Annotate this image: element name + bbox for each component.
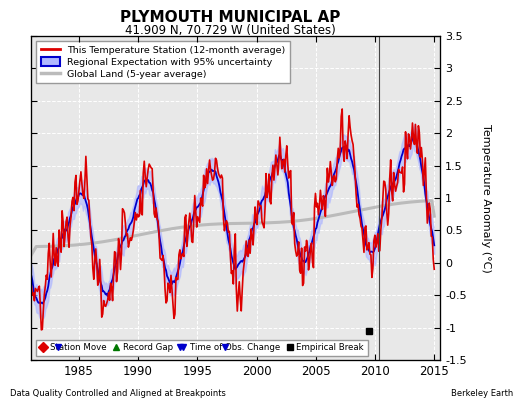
Text: PLYMOUTH MUNICIPAL AP: PLYMOUTH MUNICIPAL AP — [121, 10, 341, 25]
Text: Berkeley Earth: Berkeley Earth — [451, 389, 514, 398]
Legend: Station Move, Record Gap, Time of Obs. Change, Empirical Break: Station Move, Record Gap, Time of Obs. C… — [36, 340, 367, 356]
Text: Data Quality Controlled and Aligned at Breakpoints: Data Quality Controlled and Aligned at B… — [10, 389, 226, 398]
Y-axis label: Temperature Anomaly (°C): Temperature Anomaly (°C) — [481, 124, 490, 272]
Text: 41.909 N, 70.729 W (United States): 41.909 N, 70.729 W (United States) — [125, 24, 336, 37]
